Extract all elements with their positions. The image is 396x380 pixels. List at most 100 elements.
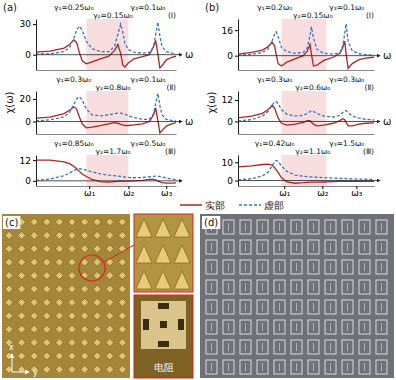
annotation: (Ⅲ)	[363, 147, 374, 156]
resonator	[376, 360, 387, 374]
y-tick-label: 12	[20, 156, 31, 166]
photo-background	[200, 214, 394, 378]
resonator-gap	[296, 263, 297, 271]
resonator-gap	[381, 223, 382, 231]
y-tick-mark	[235, 56, 238, 57]
resonator	[274, 340, 285, 354]
resonator-gap	[330, 263, 331, 271]
resonator-gap	[279, 323, 280, 331]
pyramid	[174, 271, 190, 289]
resonator	[308, 320, 319, 334]
y-axis-line	[238, 156, 239, 187]
zero-axis	[36, 180, 182, 181]
resonator	[240, 340, 251, 354]
pad-slit	[178, 319, 184, 330]
resonator-gap	[313, 323, 314, 331]
resonator-gap	[313, 303, 314, 311]
resonator-gap	[381, 283, 382, 291]
unit-cell	[118, 312, 126, 320]
highlight-band	[282, 155, 327, 186]
unit-cell	[55, 298, 63, 306]
unit-cell	[81, 285, 89, 293]
label-patch	[3, 216, 20, 229]
resonator-gap	[296, 303, 297, 311]
unit-cell	[43, 245, 51, 253]
resonator	[223, 260, 234, 274]
resonator-gap	[381, 343, 382, 351]
y-tick-label: 0	[227, 51, 233, 61]
y-tick-mark	[235, 30, 238, 31]
resonator	[342, 240, 353, 254]
resonator	[342, 340, 353, 354]
resonator-gap	[381, 363, 382, 371]
resonator-gap	[279, 263, 280, 271]
unit-cell	[55, 365, 63, 373]
pyramid	[136, 271, 152, 289]
resonator-gap	[211, 323, 212, 331]
resonator-gap	[262, 263, 263, 271]
real-curve	[36, 160, 176, 183]
imaginary-curve	[238, 160, 374, 180]
x-axis-title: ω	[383, 50, 391, 61]
resonator-gap	[279, 363, 280, 371]
resonator-gap	[279, 243, 280, 251]
real-curve	[238, 41, 374, 68]
pyramid	[174, 245, 190, 263]
resonator	[376, 220, 387, 234]
resonator	[308, 240, 319, 254]
imaginary-curve	[36, 93, 176, 121]
resonator-gap	[245, 243, 246, 251]
legend: 实部虚部	[180, 200, 284, 211]
unit-cell	[118, 339, 126, 347]
unit-cell	[118, 272, 126, 280]
unit-cell	[18, 325, 26, 333]
resonator	[342, 360, 353, 374]
y-axis-line	[238, 92, 239, 135]
unit-cell	[55, 325, 63, 333]
panel-letter-group: (c)	[3, 216, 20, 229]
resonator-gap	[228, 303, 229, 311]
unit-cell	[106, 298, 114, 306]
y-tick: 0	[25, 117, 36, 127]
unit-cell	[43, 339, 51, 347]
unit-cell	[43, 272, 51, 280]
unit-cell	[30, 258, 38, 266]
unit-cell	[106, 365, 114, 373]
x-axis-title: ω	[185, 116, 193, 127]
unit-cell	[68, 245, 76, 253]
resonator	[342, 260, 353, 274]
resonator	[291, 340, 302, 354]
unit-cell	[43, 298, 51, 306]
unit-cell	[93, 245, 101, 253]
resonator-gap	[262, 223, 263, 231]
unit-cell	[18, 245, 26, 253]
resonator	[308, 220, 319, 234]
y-tick: 20	[20, 94, 36, 104]
x-axis: ω₁ω₂ω₃	[239, 186, 375, 198]
unit-cell	[68, 312, 76, 320]
x-tick-label: ω₃	[351, 188, 363, 198]
unit-cell	[68, 365, 76, 373]
inset-background	[134, 214, 193, 292]
resonator	[206, 360, 217, 374]
y-tick-mark	[33, 55, 36, 56]
resonator-gap	[228, 243, 229, 251]
annotation: γ₃=0.1ω₀	[131, 75, 166, 84]
panel-letter: (c)	[5, 217, 18, 228]
unit-cell	[68, 231, 76, 239]
resonator-gap	[296, 343, 297, 351]
resonator-gap	[364, 263, 365, 271]
y-axis: 0 20	[20, 92, 37, 135]
x-tick: ω₃	[161, 186, 173, 198]
resonator-gap	[364, 223, 365, 231]
y-axis-line	[36, 20, 37, 71]
annotation: (Ⅱ)	[166, 83, 176, 92]
label-patch	[202, 216, 220, 229]
unit-cell	[5, 231, 13, 239]
resonator-gap	[313, 363, 314, 371]
x-axis	[239, 134, 375, 135]
resonator	[257, 280, 268, 294]
resonator-gap	[381, 243, 382, 251]
resonator-gap	[364, 363, 365, 371]
pad-slit	[158, 303, 169, 309]
